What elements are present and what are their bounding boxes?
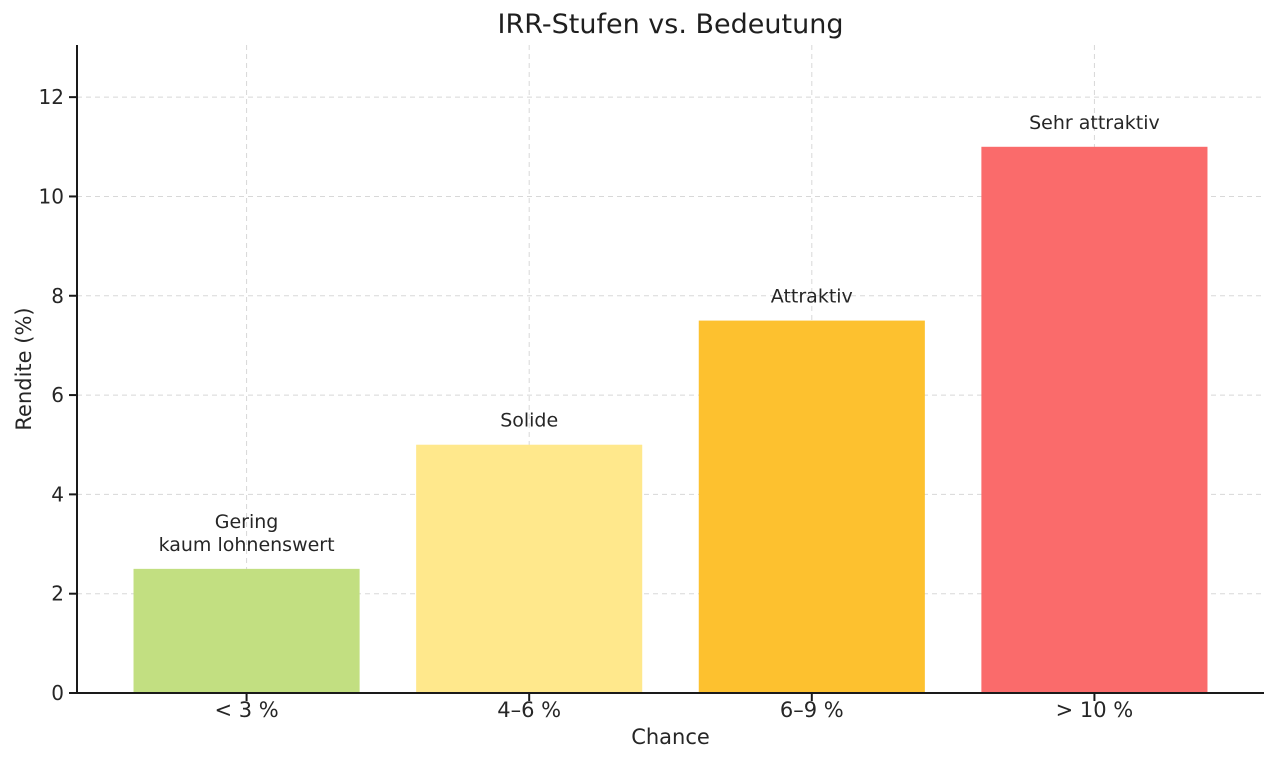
bar-annotation: Solide [500,410,558,432]
x-tick-label: 4–6 % [497,698,561,722]
bar-annotation: Gering [215,511,279,533]
y-axis-label: Rendite (%) [12,307,36,431]
bar-annotation: Sehr attraktiv [1029,112,1160,134]
bar-2 [416,444,643,693]
x-tick-label: 6–9 % [780,698,844,722]
bar-3 [698,320,925,693]
y-tick-label: 10 [39,184,64,208]
y-tick-label: 12 [39,85,64,109]
x-tick-label: > 10 % [1056,698,1134,722]
chart-title: IRR-Stufen vs. Bedeutung [497,9,844,40]
y-tick-label: 8 [51,284,64,308]
y-tick-label: 4 [51,482,64,506]
bar-4 [981,146,1208,694]
bar-1 [133,568,360,693]
y-tick-label: 0 [51,681,64,705]
x-axis-label: Chance [631,725,710,749]
y-tick-label: 6 [51,383,64,407]
bar-annotation: Attraktiv [771,286,853,308]
bar-annotation: kaum lohnenswert [159,534,335,556]
y-tick-label: 2 [51,582,64,606]
x-tick-label: < 3 % [214,698,278,722]
